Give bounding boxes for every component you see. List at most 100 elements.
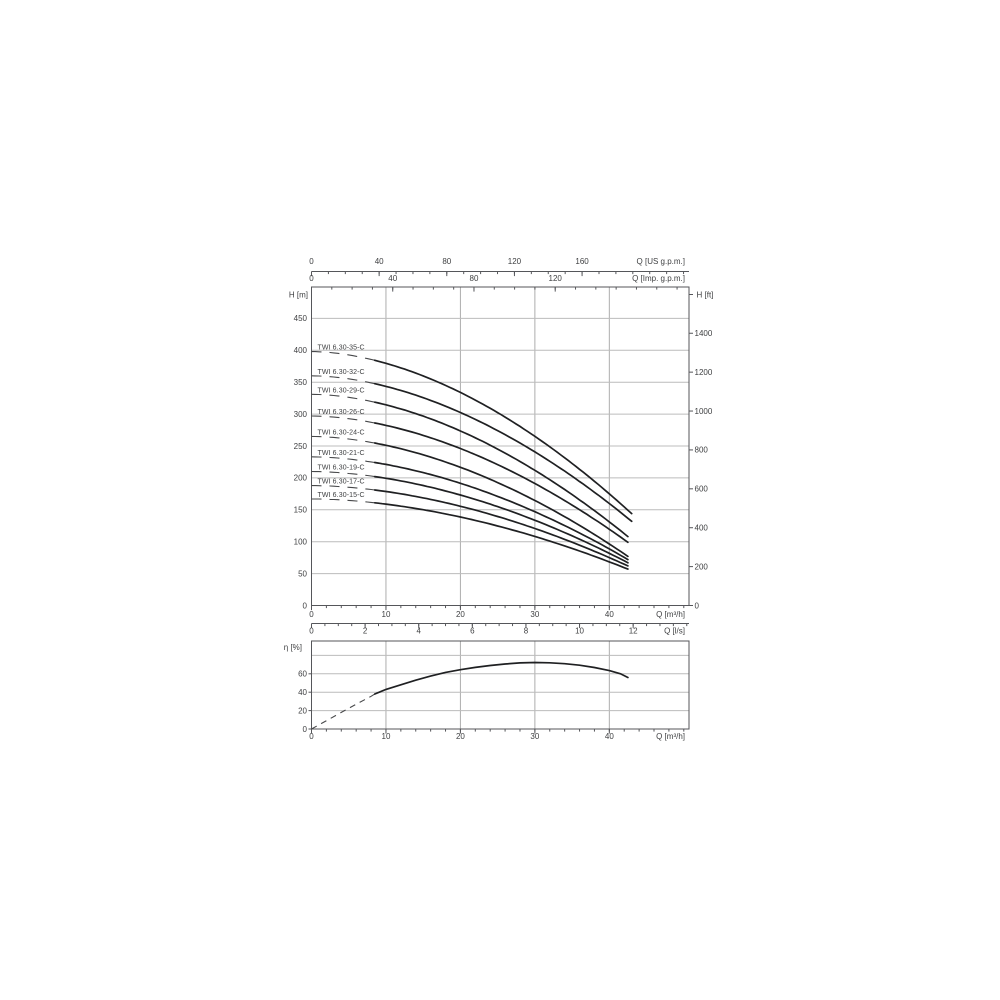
- tick-label: 0: [309, 732, 314, 741]
- q-ls-axis-title: Q [l/s]: [664, 627, 685, 636]
- pump-curve: [373, 461, 629, 561]
- tick-label: 0: [303, 725, 308, 734]
- head-chart-grid: [311, 287, 689, 606]
- pump-curve-dashed-section: [311, 393, 375, 403]
- pump-curve: [373, 475, 629, 564]
- q-us-gpm-axis: 0 40 80 120 160 Q [US g.p.m.]: [309, 257, 689, 277]
- tick-label: 40: [605, 610, 614, 619]
- tick-label: 10: [382, 732, 391, 741]
- tick-label: 0: [309, 274, 314, 283]
- pump-curve-dashed-section: [311, 485, 375, 491]
- q-imp-gpm-axis: 0 40 80 120 Q [Imp. g.p.m.]: [309, 274, 685, 292]
- pump-curve: [373, 489, 629, 567]
- tick-label: 40: [298, 688, 307, 697]
- h-m-axis: 0 50 100 150 200 250 300 350 400 450 H [m]: [289, 291, 308, 611]
- efficiency-curve: [311, 661, 629, 730]
- curve-label: TWI 6.30-24-C: [318, 429, 365, 436]
- tick-label: 600: [695, 485, 709, 494]
- pump-curve: [373, 401, 629, 538]
- tick-label: 120: [508, 257, 522, 266]
- tick-label: 30: [530, 732, 539, 741]
- tick-label: 0: [309, 627, 314, 636]
- tick-label: 0: [309, 610, 314, 619]
- tick-label: 20: [298, 706, 307, 715]
- h-m-axis-title: H [m]: [289, 291, 308, 300]
- tick-label: 10: [575, 627, 584, 636]
- curve-label: TWI 6.30-19-C: [318, 465, 365, 472]
- tick-label: 80: [442, 257, 451, 266]
- tick-label: 0: [695, 601, 700, 610]
- eta-axis-title: η [%]: [284, 643, 302, 652]
- curve-label: TWI 6.30-32-C: [318, 369, 365, 376]
- pump-curve-dashed-section: [311, 470, 375, 478]
- h-ft-axis: 0 200 400 600 800 1000 1200 1400 H [ft]: [689, 291, 714, 610]
- tick-label: 120: [549, 274, 563, 283]
- tick-label: 40: [605, 732, 614, 741]
- tick-label: 50: [298, 569, 307, 578]
- tick-label: 4: [416, 627, 421, 636]
- h-ft-axis-title: H [ft]: [697, 291, 714, 300]
- tick-label: 1000: [695, 407, 713, 416]
- tick-label: 40: [375, 257, 384, 266]
- pump-curve-dashed-section: [311, 498, 375, 504]
- tick-label: 60: [298, 670, 307, 679]
- efficiency-curve-dashed-section: [311, 693, 376, 730]
- tick-label: 2: [363, 627, 368, 636]
- q-ls-axis: 0 2 4 6 8 10 12 Q [l/s]: [309, 623, 689, 636]
- tick-label: 30: [530, 610, 539, 619]
- q-imp-gpm-axis-title: Q [Imp. g.p.m.]: [632, 274, 685, 283]
- pump-curve: [373, 442, 629, 558]
- tick-label: 0: [309, 257, 314, 266]
- efficiency-curve-solid: [373, 661, 629, 695]
- efficiency-q-m3h-axis: 0 10 20 30 40 Q [m³/h]: [309, 729, 685, 741]
- tick-label: 1400: [695, 329, 713, 338]
- curve-label: TWI 6.30-29-C: [318, 387, 365, 394]
- tick-label: 300: [294, 410, 308, 419]
- pump-curve-dashed-section: [311, 456, 375, 464]
- tick-label: 12: [629, 627, 638, 636]
- tick-label: 100: [294, 538, 308, 547]
- tick-label: 40: [388, 274, 397, 283]
- efficiency-chart-grid: [311, 641, 689, 729]
- tick-label: 250: [294, 442, 308, 451]
- curve-label: TWI 6.30-21-C: [318, 450, 365, 457]
- head-chart-frame: [311, 286, 690, 606]
- tick-label: 800: [695, 446, 709, 455]
- tick-label: 200: [294, 474, 308, 483]
- curve-label: TWI 6.30-15-C: [318, 492, 365, 499]
- pump-curve-labels: TWI 6.30-35-C TWI 6.30-32-C TWI 6.30-29-C T…: [318, 345, 365, 499]
- pump-curve: [373, 359, 633, 515]
- tick-label: 450: [294, 314, 308, 323]
- tick-label: 80: [470, 274, 479, 283]
- tick-label: 400: [695, 524, 709, 533]
- curve-label: TWI 6.30-35-C: [318, 345, 365, 352]
- pump-curves: [311, 351, 633, 570]
- pump-curve-dashed-section: [311, 351, 375, 361]
- pump-curve: [373, 382, 633, 523]
- curve-label: TWI 6.30-17-C: [318, 479, 365, 486]
- pump-curve: [373, 422, 629, 544]
- pump-curve-dashed-section: [311, 435, 375, 444]
- pump-curve: [373, 501, 629, 570]
- eta-axis: 0 20 40 60 η [%]: [284, 643, 312, 734]
- tick-label: 20: [456, 610, 465, 619]
- tick-label: 160: [575, 257, 589, 266]
- curve-label: TWI 6.30-26-C: [318, 409, 365, 416]
- tick-label: 150: [294, 506, 308, 515]
- efficiency-chart-frame: [311, 640, 690, 730]
- efficiency-q-axis-title: Q [m³/h]: [656, 732, 685, 741]
- tick-label: 6: [470, 627, 475, 636]
- tick-label: 20: [456, 732, 465, 741]
- tick-label: 8: [524, 627, 529, 636]
- pump-curve-dashed-section: [311, 415, 375, 424]
- q-us-gpm-axis-title: Q [US g.p.m.]: [637, 257, 685, 266]
- tick-label: 200: [695, 562, 709, 571]
- tick-label: 0: [303, 601, 308, 610]
- q-m3h-axis-title: Q [m³/h]: [656, 610, 685, 619]
- q-m3h-axis: 0 10 20 30 40 Q [m³/h]: [309, 605, 685, 619]
- tick-label: 1200: [695, 368, 713, 377]
- tick-label: 400: [294, 346, 308, 355]
- tick-label: 10: [382, 610, 391, 619]
